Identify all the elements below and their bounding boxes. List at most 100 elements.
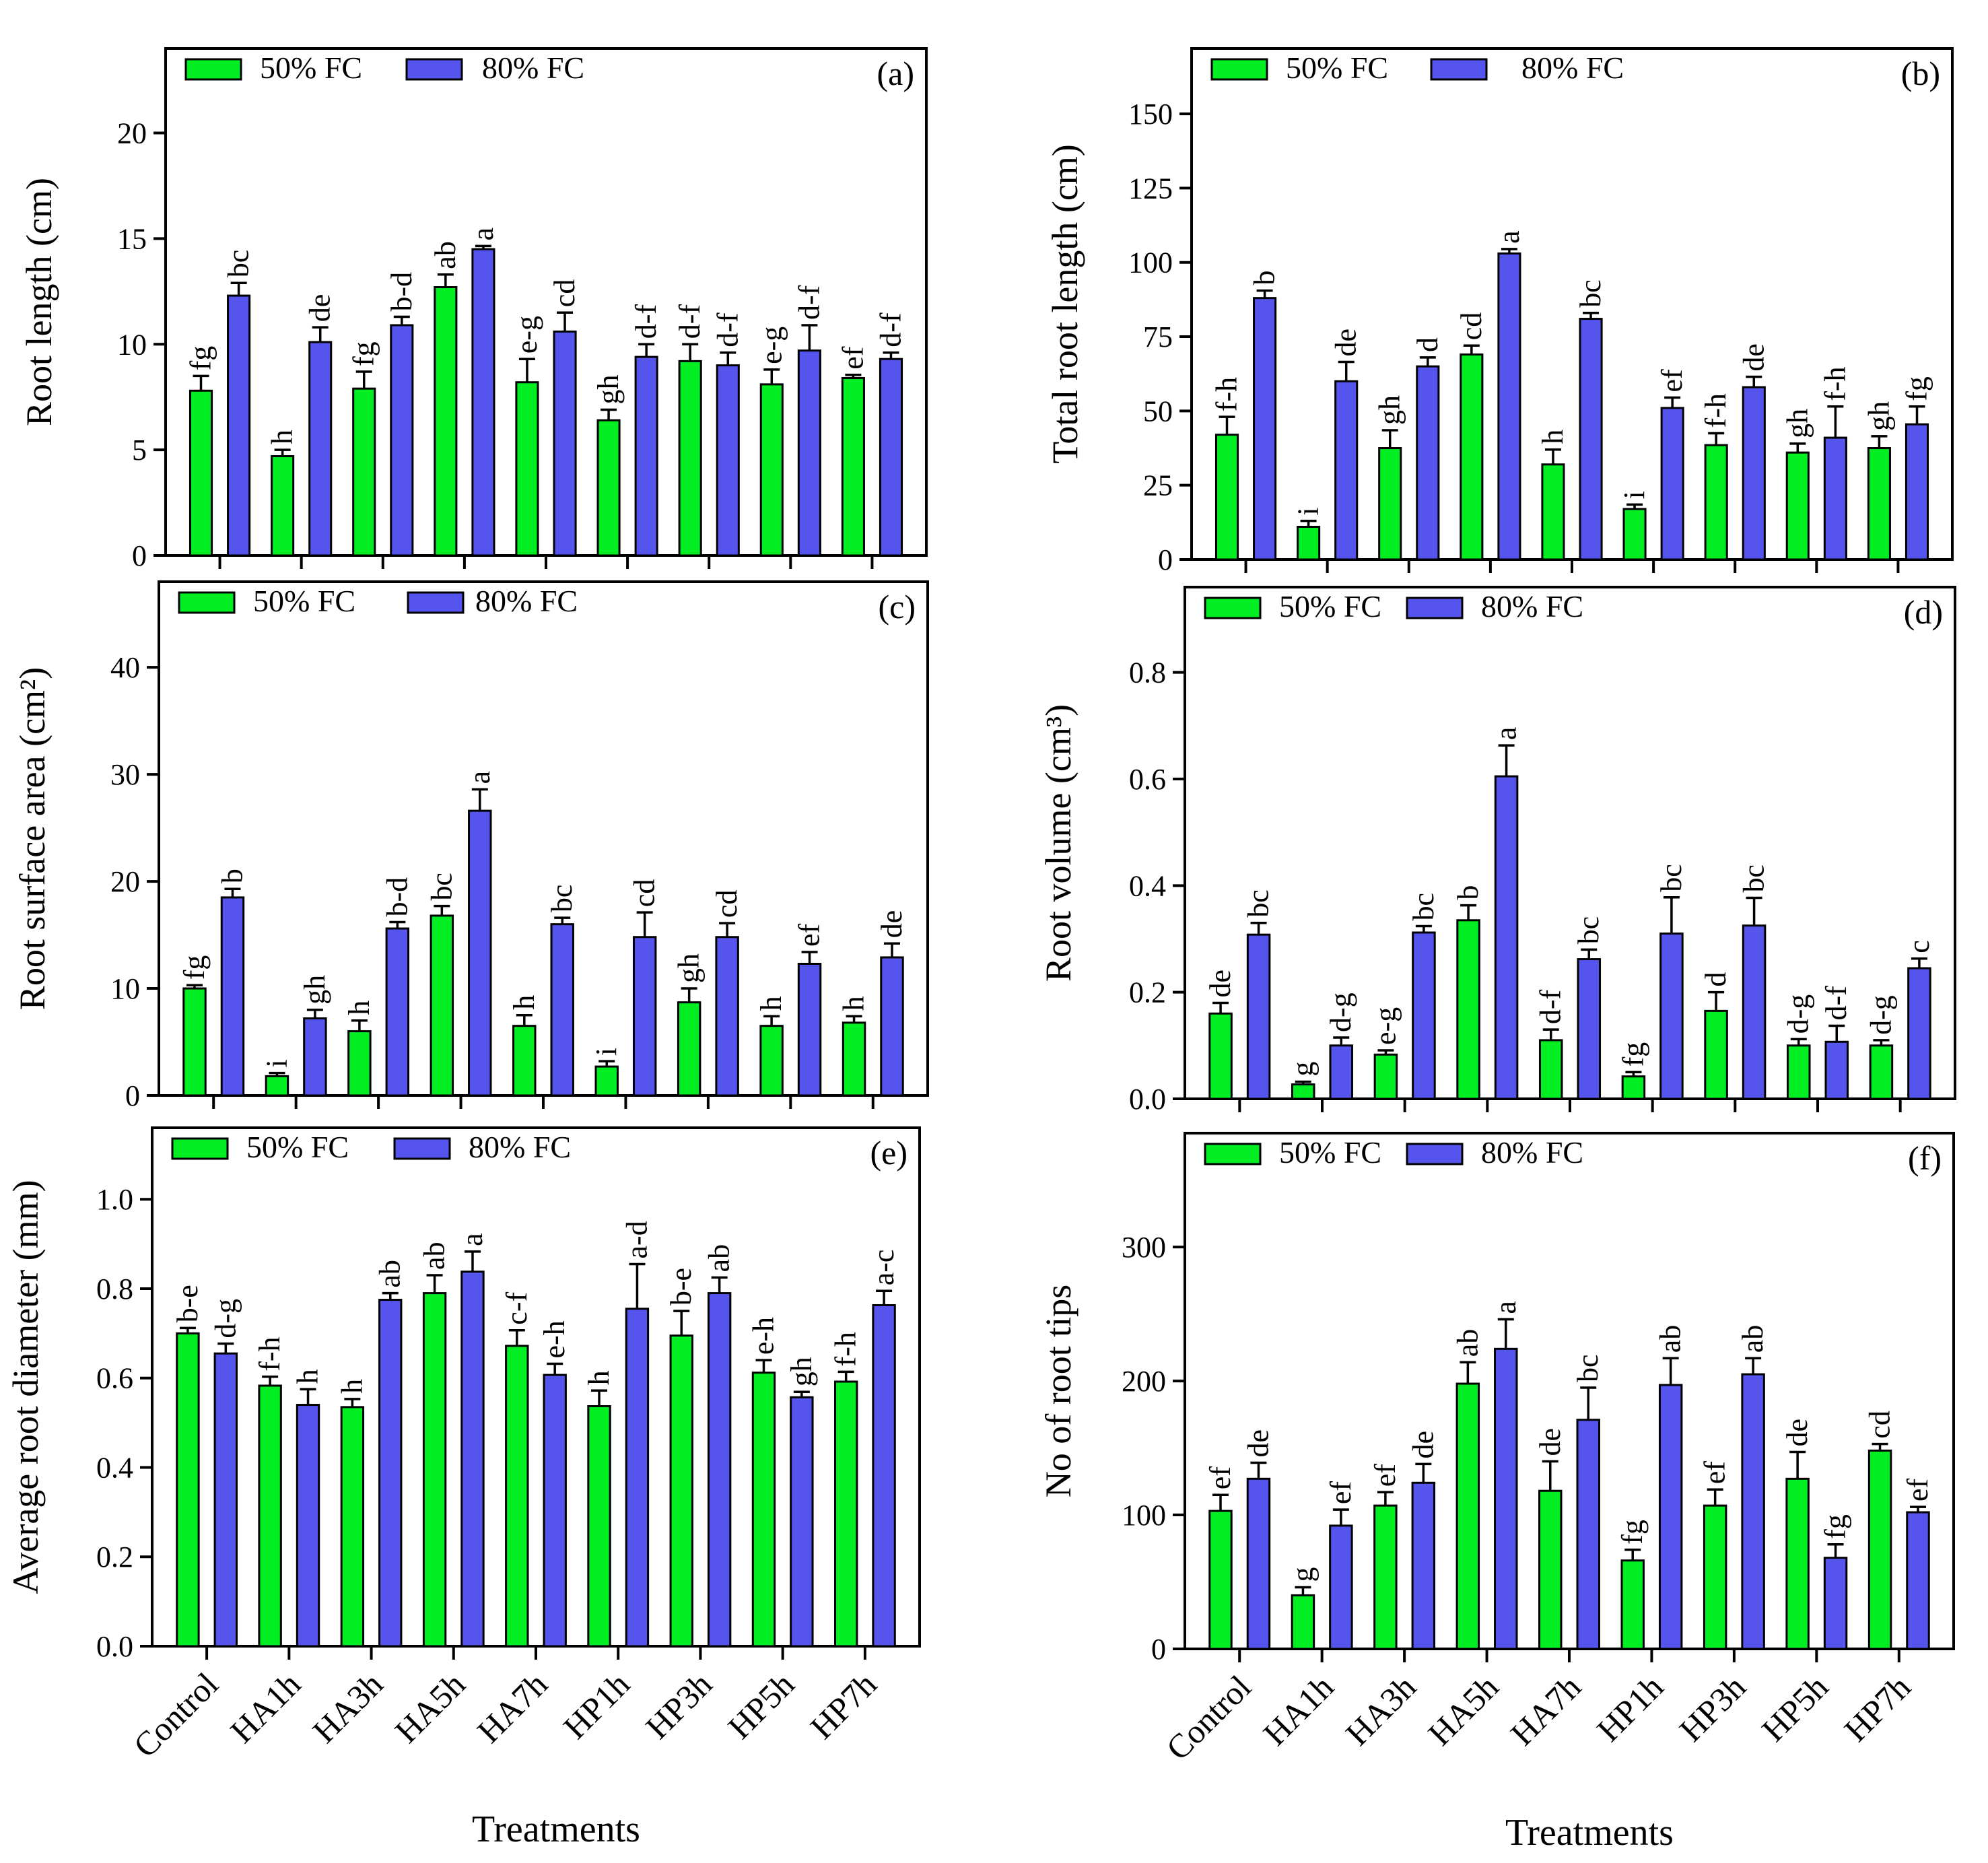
bar-80fc-ha5h [460,1271,485,1648]
bar-50fc-ha3h [352,387,376,557]
y-tick-label: 0.0 [96,1630,133,1663]
x-tick-label: HA1h [1256,1668,1340,1753]
bar-80fc-control [220,896,245,1097]
significance-label: bc [1655,864,1688,892]
y-axis-title: Root volume (cm³) [1038,704,1078,982]
significance-label: d-f [711,312,744,347]
bar-80fc-hp5h [790,1396,814,1648]
y-tick-label: 5 [132,434,147,467]
significance-label: f-h [253,1336,286,1371]
bar-80fc-control [1253,297,1277,561]
bar-50fc-hp3h [1703,1504,1727,1650]
x-axis-title: Treatments [472,1808,640,1850]
y-tick-label: 0.2 [1129,976,1166,1009]
significance-label: de [304,294,337,323]
significance-label: cd [548,279,581,308]
y-tick-label: 0 [132,539,147,572]
bar-50fc-ha3h [1378,447,1402,561]
bar-80fc-ha7h [1579,318,1603,561]
bar-80fc-control [1246,1477,1271,1650]
y-tick-label: 0.4 [96,1451,133,1484]
bar-80fc-ha7h [553,330,577,557]
y-tick-label: 25 [1143,469,1173,502]
significance-label: f-h [1210,377,1243,411]
legend-label-80fc: 80% FC [1481,589,1583,623]
significance-label: cd [1455,312,1488,341]
significance-label: bc [1574,279,1607,308]
significance-label: i [1618,491,1651,499]
chart-panel-5: 0.0 0.2 0.4 0.6 0.8 1.0 Average root diameter … [5,1126,921,1850]
significance-label: h [343,1001,376,1015]
significance-label: i [260,1059,293,1067]
bar-80fc-hp1h [1659,933,1684,1100]
significance-label: ab [418,1242,451,1271]
significance-label: d-g [1324,992,1357,1032]
panel-letter: (d) [1904,593,1943,631]
significance-label: gh [298,975,331,1005]
significance-label: b-d [380,877,413,917]
legend-label-80fc: 80% FC [482,50,584,85]
bar-80fc-hp5h [1824,1040,1849,1100]
significance-label: gh [673,953,706,983]
bar-50fc-ha1h [1297,525,1321,561]
significance-label: h [582,1370,615,1385]
bar-50fc-ha5h [422,1292,447,1648]
significance-label: a-d [620,1221,653,1258]
bar-80fc-ha3h [385,927,410,1097]
chart-panel-3: 0 10 20 30 40 Root surface area (cm²) (c) 50% F… [12,580,929,1112]
significance-label: b [215,869,248,883]
significance-label: fg [178,955,211,980]
significance-label: fg [1900,376,1933,401]
significance-label: g [1287,1062,1319,1077]
x-tick-label: HP1h [556,1665,637,1746]
y-tick-label: 0 [1158,543,1173,576]
x-axis-title: Treatments [1505,1812,1674,1854]
bar-50fc-ha3h [340,1406,365,1648]
significance-label: e-g [510,316,543,353]
bar-50fc-hp3h [1704,444,1728,561]
x-tick-label: HP1h [1589,1668,1670,1749]
bar-80fc-ha3h [1411,1481,1436,1650]
bar-80fc-ha3h [378,1299,403,1648]
bar-50fc-ha5h [434,286,458,557]
bar-80fc-ha1h [303,1017,327,1097]
bar-80fc-ha7h [1576,1419,1600,1650]
bar-80fc-hp3h [707,1292,732,1648]
bar-80fc-hp3h [715,936,739,1097]
x-tick-label: HP5h [720,1665,801,1746]
y-tick-label: 300 [1122,1231,1166,1264]
x-tick-label: HA5h [1420,1668,1505,1753]
legend-label-80fc: 80% FC [475,584,578,618]
y-tick-label: 0.6 [1129,763,1166,796]
legend-swatch-80fc [1430,58,1488,81]
x-tick-label: HP3h [638,1665,719,1746]
y-tick-label: 100 [1122,1499,1166,1532]
bar-80fc-ha5h [1494,1347,1518,1650]
chart-panel-2: 0 25 50 75 100 125 150 Total root length (cm) (b… [1045,47,1954,576]
x-tick-label: HA3h [1338,1668,1423,1753]
significance-label: e-h [747,1317,780,1355]
significance-label: h [508,995,541,1010]
bar-80fc-hp5h [1823,1557,1848,1650]
significance-label: ef [1369,1464,1402,1487]
bar-80fc-ha7h [543,1374,567,1648]
plot-frame [1184,586,1956,1100]
bar-50fc-hp5h [1786,1044,1811,1100]
significance-label: b-d [385,272,418,312]
y-tick-label: 125 [1128,172,1173,205]
chart-panel-4: 0.0 0.2 0.4 0.6 0.8 Root volume (cm³) (d) 50% F… [1038,586,1956,1116]
significance-label: d-f [1820,986,1853,1021]
legend-label-50fc: 50% FC [253,584,355,618]
bar-80fc-hp7h [1906,1511,1930,1650]
significance-label: f-h [829,1332,862,1366]
significance-label: h [266,430,299,444]
bar-50fc-ha7h [1541,463,1565,561]
bar-50fc-hp5h [1785,1477,1810,1650]
significance-label: bc [1572,916,1605,945]
significance-label: fg [1616,1520,1649,1545]
x-tick-label: HA5h [388,1665,473,1750]
bar-80fc-ha7h [1577,958,1602,1100]
y-axis-title: No of root tips [1038,1285,1078,1498]
significance-label: de [1737,343,1770,372]
significance-label: c-f [500,1292,533,1325]
